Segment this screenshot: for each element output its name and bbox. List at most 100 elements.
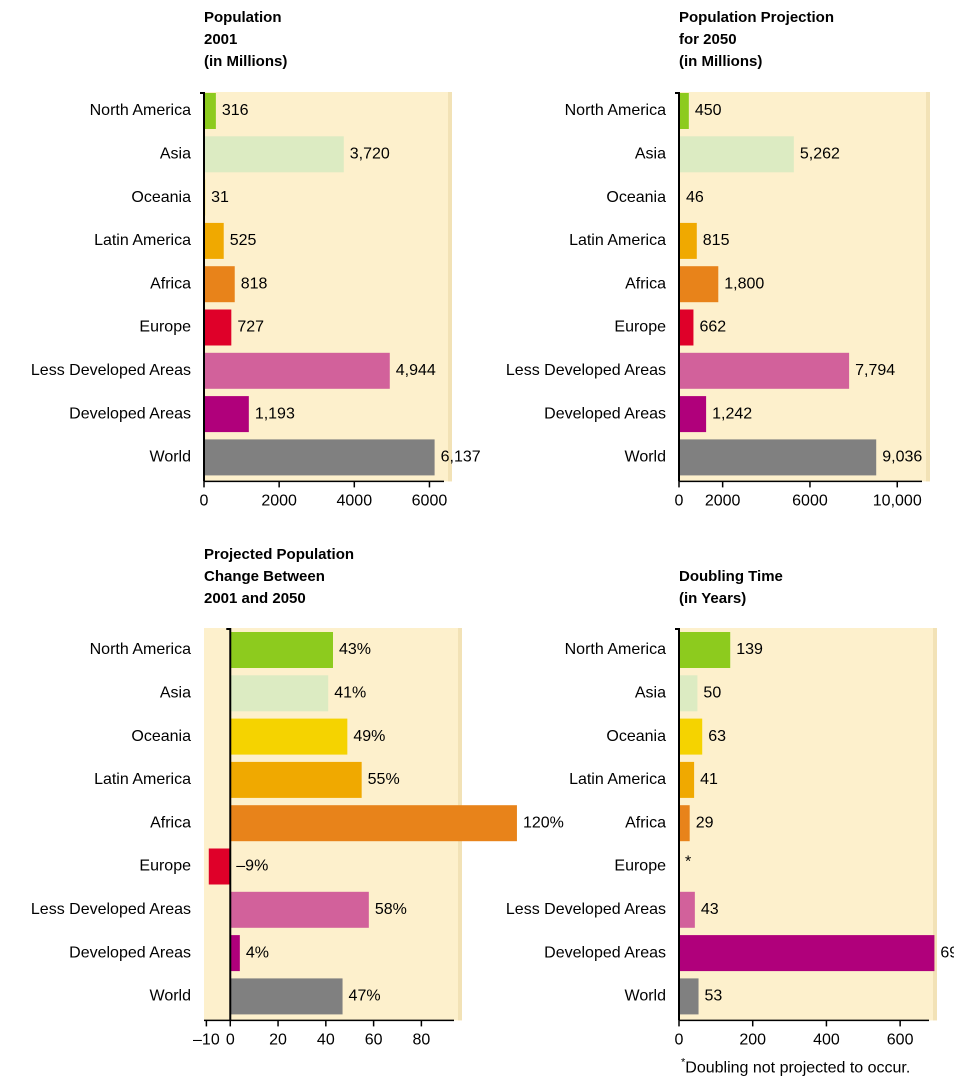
bar — [204, 266, 235, 303]
value-label: 4,944 — [396, 362, 436, 379]
category-label: Developed Areas — [69, 944, 191, 961]
category-label: World — [150, 988, 192, 1005]
chart-title: Doubling Time — [679, 568, 783, 585]
bar — [204, 93, 216, 129]
bar — [679, 93, 689, 129]
chart-title: 2001 — [204, 31, 237, 48]
bar — [204, 136, 344, 173]
footnote-text: Doubling not projected to occur. — [685, 1060, 910, 1077]
bar — [230, 632, 333, 668]
value-label: 47% — [349, 988, 381, 1005]
category-label: Asia — [635, 146, 666, 163]
chart-title: (in Millions) — [204, 53, 287, 70]
category-label: Developed Areas — [544, 944, 666, 961]
x-tick-label: 60 — [365, 1032, 383, 1049]
category-label: Latin America — [94, 232, 191, 249]
category-label: Europe — [139, 319, 191, 336]
x-tick-label: 0 — [675, 493, 684, 510]
bar — [679, 352, 850, 389]
value-label: 46 — [686, 189, 704, 206]
bar — [204, 396, 249, 433]
x-tick-label: 6000 — [792, 493, 828, 510]
category-label: Latin America — [569, 771, 666, 788]
x-tick-label: 2000 — [705, 493, 741, 510]
value-label: 1,242 — [712, 405, 752, 422]
category-label: Developed Areas — [69, 405, 191, 422]
category-label: Latin America — [569, 232, 666, 249]
x-tick-label: 40 — [317, 1032, 335, 1049]
bar — [230, 718, 348, 755]
bar — [679, 675, 698, 712]
chart-title: Population — [204, 9, 282, 26]
value-label: –9% — [236, 858, 268, 875]
category-label: Less Developed Areas — [31, 362, 191, 379]
value-label: 29 — [696, 814, 714, 831]
chart-title: (in Millions) — [679, 53, 762, 70]
category-label: Europe — [139, 858, 191, 875]
bar — [679, 309, 694, 346]
category-label: Latin America — [94, 771, 191, 788]
category-label: Europe — [614, 858, 666, 875]
x-tick-label: –10 — [193, 1032, 220, 1049]
x-tick-label: 4000 — [337, 493, 373, 510]
plot-shadow — [933, 628, 937, 1021]
category-label: Less Developed Areas — [31, 901, 191, 918]
value-label: 3,720 — [350, 146, 390, 163]
value-label: * — [685, 854, 691, 871]
chart-title: for 2050 — [679, 31, 737, 48]
category-label: Oceania — [131, 728, 191, 745]
value-label: 6,137 — [441, 449, 481, 466]
value-label: 31 — [211, 189, 229, 206]
value-label: 58% — [375, 901, 407, 918]
value-label: 4% — [246, 944, 269, 961]
value-label: 693 — [940, 944, 954, 961]
category-label: Oceania — [606, 728, 666, 745]
value-label: 43% — [339, 641, 371, 658]
x-tick-label: 0 — [226, 1032, 235, 1049]
value-label: 818 — [241, 275, 268, 292]
value-label: 7,794 — [855, 362, 895, 379]
category-label: Oceania — [131, 189, 191, 206]
bar — [204, 309, 232, 346]
category-label: Asia — [160, 146, 191, 163]
category-label: Africa — [625, 275, 666, 292]
bar — [208, 848, 231, 885]
value-label: 1,800 — [724, 275, 764, 292]
value-label: 139 — [736, 641, 763, 658]
category-label: North America — [565, 102, 666, 119]
chart-title: 2001 and 2050 — [204, 590, 306, 607]
bar — [679, 396, 707, 433]
value-label: 50 — [703, 685, 721, 702]
bar — [679, 805, 690, 842]
x-tick-label: 10,000 — [873, 493, 922, 510]
footnote: *Doubling not projected to occur. — [681, 1056, 910, 1076]
value-label: 120% — [523, 814, 564, 831]
category-label: Europe — [614, 319, 666, 336]
category-label: Asia — [160, 685, 191, 702]
bar-chart: Population Projection for 2050 (in Million… — [506, 9, 930, 510]
bar — [679, 266, 719, 303]
category-label: Africa — [150, 814, 191, 831]
category-label: Oceania — [606, 189, 666, 206]
chart-title: Population Projection — [679, 9, 834, 26]
bar — [679, 136, 794, 173]
plot-shadow — [926, 92, 930, 482]
bar — [679, 891, 695, 928]
bar — [230, 978, 343, 1015]
bar — [679, 439, 877, 476]
chart-title: (in Years) — [679, 590, 746, 607]
bar — [679, 632, 731, 668]
value-label: 1,193 — [255, 405, 295, 422]
bar — [230, 935, 240, 972]
x-tick-label: 80 — [412, 1032, 430, 1049]
value-label: 5,262 — [800, 146, 840, 163]
plot-shadow — [448, 92, 452, 482]
bar — [204, 352, 390, 389]
bar — [230, 761, 362, 798]
value-label: 525 — [230, 232, 257, 249]
category-label: Less Developed Areas — [506, 901, 666, 918]
x-tick-label: 600 — [887, 1032, 914, 1049]
category-label: North America — [90, 102, 191, 119]
value-label: 43 — [701, 901, 719, 918]
